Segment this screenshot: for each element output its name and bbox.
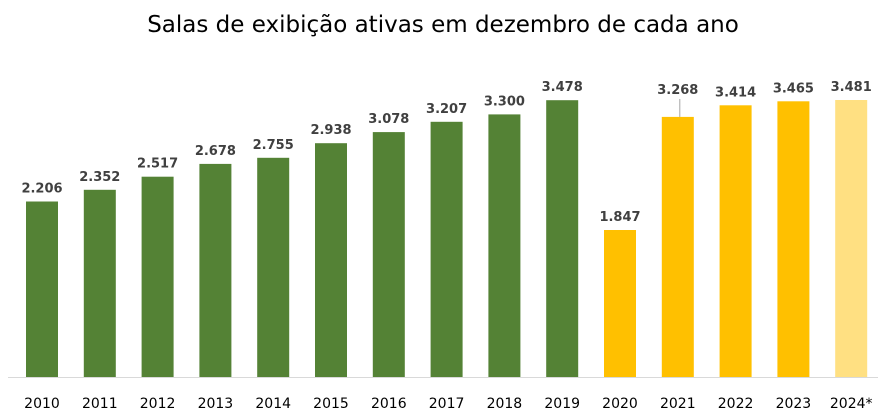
value-label: 2.206: [21, 182, 62, 197]
bar-2021: [661, 116, 694, 378]
x-tick-label: 2018: [487, 396, 523, 412]
x-tick-label: 2010: [24, 396, 60, 412]
value-label: 3.414: [715, 85, 756, 100]
value-label: 1.847: [599, 210, 640, 225]
x-tick-label: 2020: [602, 396, 638, 412]
bars-group: [26, 100, 868, 378]
value-label: 3.300: [484, 94, 525, 109]
value-label: 2.678: [195, 144, 236, 159]
x-tick-label: 2024*: [830, 396, 873, 412]
x-tick-label: 2013: [198, 396, 234, 412]
x-tick-label: 2023: [776, 396, 812, 412]
bar-2020: [604, 230, 636, 377]
value-label: 3.207: [426, 102, 467, 117]
x-tick-label: 2022: [718, 396, 754, 412]
value-label: 2.938: [310, 123, 351, 138]
bar-2011: [83, 189, 116, 377]
bar-2010: [26, 201, 58, 377]
bar-2013: [199, 163, 232, 377]
x-tick-label: 2015: [313, 396, 349, 412]
x-tick-label: 2019: [544, 396, 580, 412]
value-label: 3.481: [831, 80, 872, 95]
bar-2024: [835, 100, 868, 377]
value-labels-group: 2.206 2.352 2.517 2.678 2.755 2.938 3.078 3.207…: [21, 80, 871, 225]
x-tick-label: 2012: [140, 396, 176, 412]
bar-2023: [777, 101, 810, 378]
value-label: 3.478: [542, 80, 583, 95]
bar-2022: [719, 105, 752, 378]
bar-2015: [315, 143, 347, 377]
bar-2012: [141, 176, 174, 377]
x-tick-label: 2016: [371, 396, 407, 412]
bar-2014: [257, 157, 290, 377]
bar-2016: [372, 132, 405, 377]
x-tick-label: 2014: [255, 396, 291, 412]
value-label: 2.352: [79, 170, 120, 185]
value-label: 2.755: [253, 138, 294, 153]
bar-2017: [430, 121, 463, 377]
x-tick-label: 2017: [429, 396, 465, 412]
value-label: 2.517: [137, 157, 178, 172]
value-label: 3.078: [368, 112, 409, 127]
x-tick-labels-group: 2010 2011 2012 2013 2014 2015 2016 2017 2018 2019…: [24, 396, 872, 412]
x-tick-label: 2021: [660, 396, 696, 412]
bar-2019: [546, 100, 579, 377]
chart-title: Salas de exibição ativas em dezembro de …: [147, 12, 739, 38]
value-label: 3.465: [773, 81, 814, 96]
value-label: 3.268: [657, 83, 698, 98]
x-tick-label: 2011: [82, 396, 118, 412]
bar-2018: [488, 114, 521, 378]
